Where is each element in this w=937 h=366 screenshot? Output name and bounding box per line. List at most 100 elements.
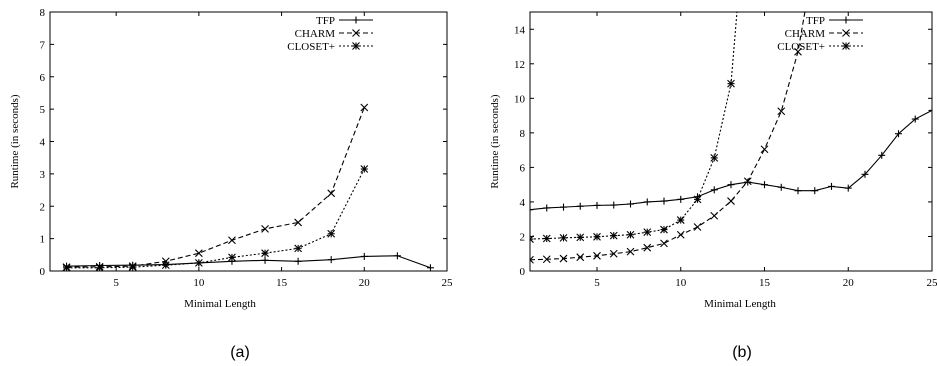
series-charm [530,12,806,264]
data-point [727,79,735,88]
y-axis-label: Runtime (in seconds) [489,94,501,188]
data-point [794,47,802,56]
y-tick-label: 0 [520,266,526,278]
legend-marker [842,42,850,50]
data-point [294,218,303,227]
data-point [744,178,752,186]
chart-panel-a: 0 1 2 3 4 5 6 7 8 5 10 15 20 25 Minimal Length Runtime … [9,7,453,361]
y-tick-label: 12 [514,59,525,71]
data-point [543,204,551,212]
legend-label: TFP [806,15,825,27]
y-tick-label: 14 [514,24,526,36]
data-point [593,251,601,260]
legend-label: CHARM [295,28,336,40]
data-point [627,200,634,208]
data-point [360,252,368,260]
y-tick-label: 6 [520,162,526,174]
legend-label: CLOSET+ [777,41,825,53]
data-point [710,211,719,220]
data-point [693,195,702,204]
y-tick-label: 5 [40,104,46,116]
data-point [542,255,551,264]
x-tick-label: 20 [359,277,371,289]
x-tick-label: 15 [759,277,771,289]
y-tick-label: 8 [40,7,46,19]
x-tick-label: 20 [843,277,855,289]
data-point [593,201,601,209]
data-point [710,186,718,194]
data-point [228,236,236,245]
data-point [530,206,534,214]
data-point [95,263,104,271]
data-point [777,107,786,116]
data-point [676,230,685,239]
data-point [161,257,170,266]
data-point [593,232,601,241]
data-point [576,253,585,262]
x-tick-label: 25 [442,277,454,289]
data-point [194,249,203,258]
y-tick-label: 4 [40,137,46,149]
y-tick-label: 6 [40,72,46,84]
series-line [66,168,365,269]
data-point [294,257,302,265]
data-point [542,234,551,243]
series-charm [62,103,369,271]
chart-panel-b: 0 2 4 6 8 10 12 14 5 10 15 20 25 Minimal Length Runtim… [489,11,937,361]
x-tick-label: 15 [276,277,288,289]
x-tick-label: 10 [193,277,205,289]
data-point [426,264,434,271]
y-tick-label: 7 [40,39,46,51]
panel-caption: (a) [230,344,250,361]
data-point [660,197,668,205]
y-tick-label: 3 [40,169,46,181]
y-tick-label: 0 [40,266,46,278]
data-point [676,216,685,224]
data-point [861,170,869,178]
data-point [761,181,768,189]
data-point [194,259,203,267]
series-tfp [530,106,932,214]
data-point [811,187,819,195]
y-tick-label: 2 [520,231,526,243]
data-point [760,145,769,154]
data-point [677,195,685,203]
series-line [66,107,365,268]
data-point [777,183,785,191]
y-tick-label: 4 [520,197,526,209]
data-point [928,106,932,114]
data-point [610,201,618,209]
plot-frame [529,11,933,272]
data-point [261,225,269,233]
data-point [895,130,902,138]
x-axis-label: Minimal Length [704,298,776,310]
data-point [128,263,137,271]
legend-label: CHARM [785,28,826,40]
data-point [393,252,401,260]
legend-label: CLOSET+ [287,41,335,53]
data-point [911,115,919,123]
data-point [743,177,752,186]
data-point [844,184,852,192]
data-point [62,263,71,271]
data-point [727,181,735,189]
data-point [609,249,618,258]
data-point [626,230,635,239]
data-point [626,247,635,256]
y-tick-label: 2 [40,201,46,213]
data-point [576,202,584,210]
plot-frame [49,11,448,272]
legend-marker [842,16,850,24]
data-point [530,255,534,264]
x-axis-label: Minimal Length [184,298,256,310]
series-line [66,255,431,269]
legend-label: TFP [316,15,335,27]
data-point [360,103,369,112]
data-point [643,228,652,237]
legend-marker [352,16,360,24]
data-point [794,187,802,195]
data-point [560,203,567,211]
legend-marker [352,42,360,50]
data-point [710,154,719,162]
